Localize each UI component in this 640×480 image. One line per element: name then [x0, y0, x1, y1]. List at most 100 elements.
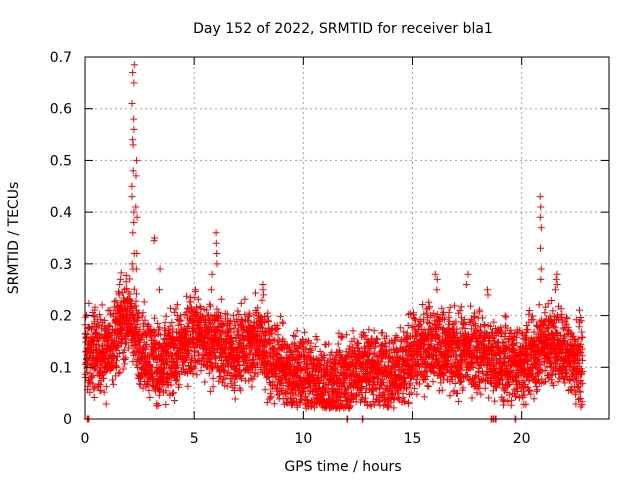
data-point — [129, 141, 137, 149]
data-point — [349, 327, 357, 335]
data-point — [504, 397, 512, 405]
data-point — [266, 379, 274, 386]
data-point — [390, 337, 398, 345]
data-point — [464, 270, 472, 278]
data-point — [401, 397, 409, 405]
data-point — [223, 382, 231, 390]
data-point — [102, 383, 110, 391]
data-point — [406, 310, 414, 317]
data-point — [129, 69, 137, 76]
y-tick-label: 0.6 — [50, 102, 72, 118]
data-point — [169, 325, 177, 333]
data-point — [533, 387, 541, 395]
data-point — [440, 372, 448, 380]
data-point — [550, 382, 558, 389]
data-point — [224, 368, 232, 376]
data-point — [506, 391, 514, 399]
data-point — [455, 398, 463, 405]
data-point — [471, 309, 478, 317]
data-point — [266, 340, 274, 348]
data-point — [286, 362, 294, 370]
data-point — [194, 295, 202, 303]
data-point — [337, 397, 345, 404]
data-point — [298, 339, 306, 347]
data-point — [184, 322, 192, 330]
data-point — [578, 333, 586, 341]
data-point — [350, 335, 358, 343]
data-point — [399, 393, 407, 401]
data-point — [97, 387, 105, 395]
data-point — [554, 330, 562, 337]
data-point — [109, 380, 117, 388]
data-point — [103, 366, 111, 374]
data-point — [467, 302, 475, 310]
data-point — [464, 371, 472, 379]
data-point — [411, 384, 419, 392]
data-point — [241, 295, 249, 303]
data-point — [254, 304, 262, 312]
data-point — [154, 401, 162, 409]
tick-labels-layer: 00.10.20.30.40.50.60.70 5 10 15 20 — [50, 50, 531, 447]
data-point — [135, 314, 143, 322]
data-point — [394, 394, 402, 402]
data-point — [253, 309, 261, 317]
data-point — [413, 329, 421, 337]
data-point — [448, 376, 456, 384]
data-point — [90, 385, 98, 393]
data-point — [249, 365, 257, 373]
data-point — [262, 329, 270, 337]
data-point — [379, 379, 387, 386]
data-point — [196, 303, 204, 310]
data-point — [547, 348, 555, 356]
data-point — [355, 340, 363, 347]
data-point — [544, 300, 552, 308]
data-point — [385, 403, 393, 411]
data-point — [537, 224, 545, 232]
data-point — [174, 364, 182, 372]
data-point — [113, 357, 120, 365]
data-point — [231, 345, 239, 353]
data-point — [577, 314, 585, 321]
data-point — [184, 382, 192, 390]
data-point — [170, 308, 178, 316]
data-point — [252, 359, 260, 367]
data-point — [403, 385, 410, 393]
data-point — [537, 275, 545, 283]
data-point — [121, 356, 129, 363]
data-point — [100, 374, 107, 382]
data-point — [167, 304, 174, 312]
data-point — [362, 389, 370, 397]
data-point — [207, 387, 215, 395]
data-point — [289, 350, 297, 358]
data-point — [227, 380, 235, 388]
data-point — [300, 385, 308, 393]
data-point — [466, 318, 474, 326]
data-point — [84, 325, 92, 332]
data-point — [553, 328, 560, 336]
data-point — [424, 332, 432, 340]
data-point — [425, 304, 433, 312]
data-point — [513, 339, 521, 347]
data-point — [535, 301, 543, 309]
data-point — [208, 270, 216, 278]
data-point — [205, 369, 213, 377]
data-point — [190, 293, 198, 301]
data-point — [431, 270, 439, 278]
data-point — [115, 288, 122, 296]
data-point — [490, 318, 498, 326]
data-point — [264, 309, 272, 317]
data-point — [451, 380, 459, 387]
data-point — [461, 321, 469, 329]
data-point — [153, 400, 161, 408]
data-point — [400, 328, 408, 336]
data-point — [111, 298, 119, 306]
plot-frame — [84, 56, 610, 420]
data-point — [150, 237, 158, 245]
data-point — [403, 335, 411, 343]
data-points-layer — [81, 61, 587, 423]
data-point — [311, 343, 319, 351]
data-point — [215, 377, 223, 385]
data-point — [138, 313, 146, 321]
data-point — [244, 367, 252, 375]
data-point — [576, 394, 584, 402]
